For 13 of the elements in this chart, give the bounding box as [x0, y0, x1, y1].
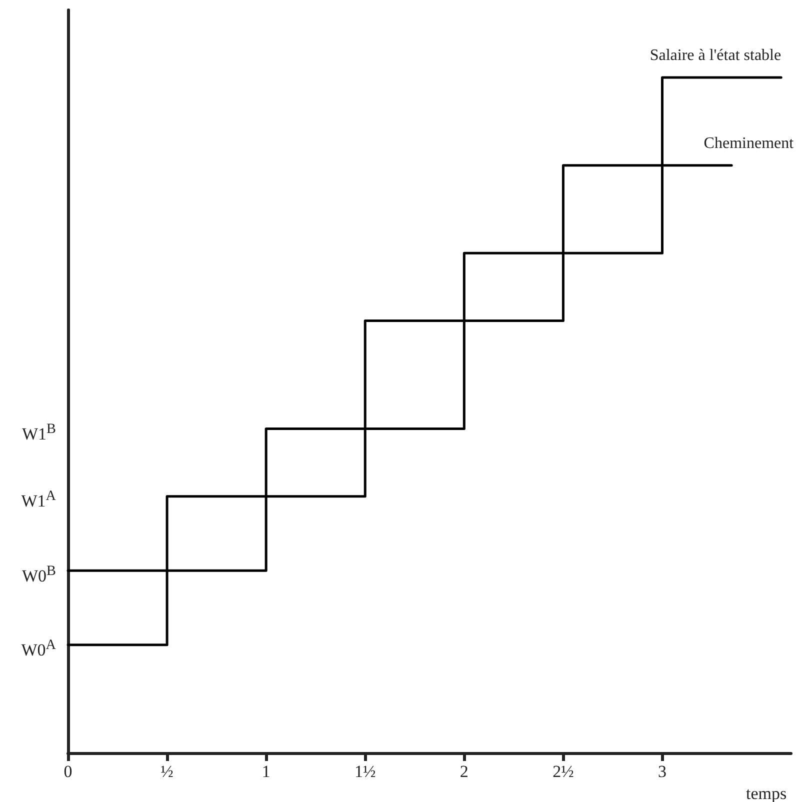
series-label: Salaire à l'état stable — [650, 47, 782, 64]
text: W0$^{A}$ — [21, 636, 56, 662]
text: W1$^{B}$ — [22, 420, 56, 446]
text: W1$^{A}$ — [21, 487, 56, 513]
x-tick-label: 3 — [658, 762, 666, 781]
x-tick-label: ½ — [160, 762, 174, 781]
x-tick-label: 1 — [262, 762, 270, 781]
x-tick-label: 1½ — [354, 762, 376, 781]
x-tick-label: 2 — [460, 762, 468, 781]
x-tick-label: 2½ — [552, 762, 574, 781]
series-label: Cheminement — [704, 134, 794, 152]
x-tick-label: 0 — [64, 762, 72, 781]
text: W0$^{B}$ — [22, 562, 56, 588]
